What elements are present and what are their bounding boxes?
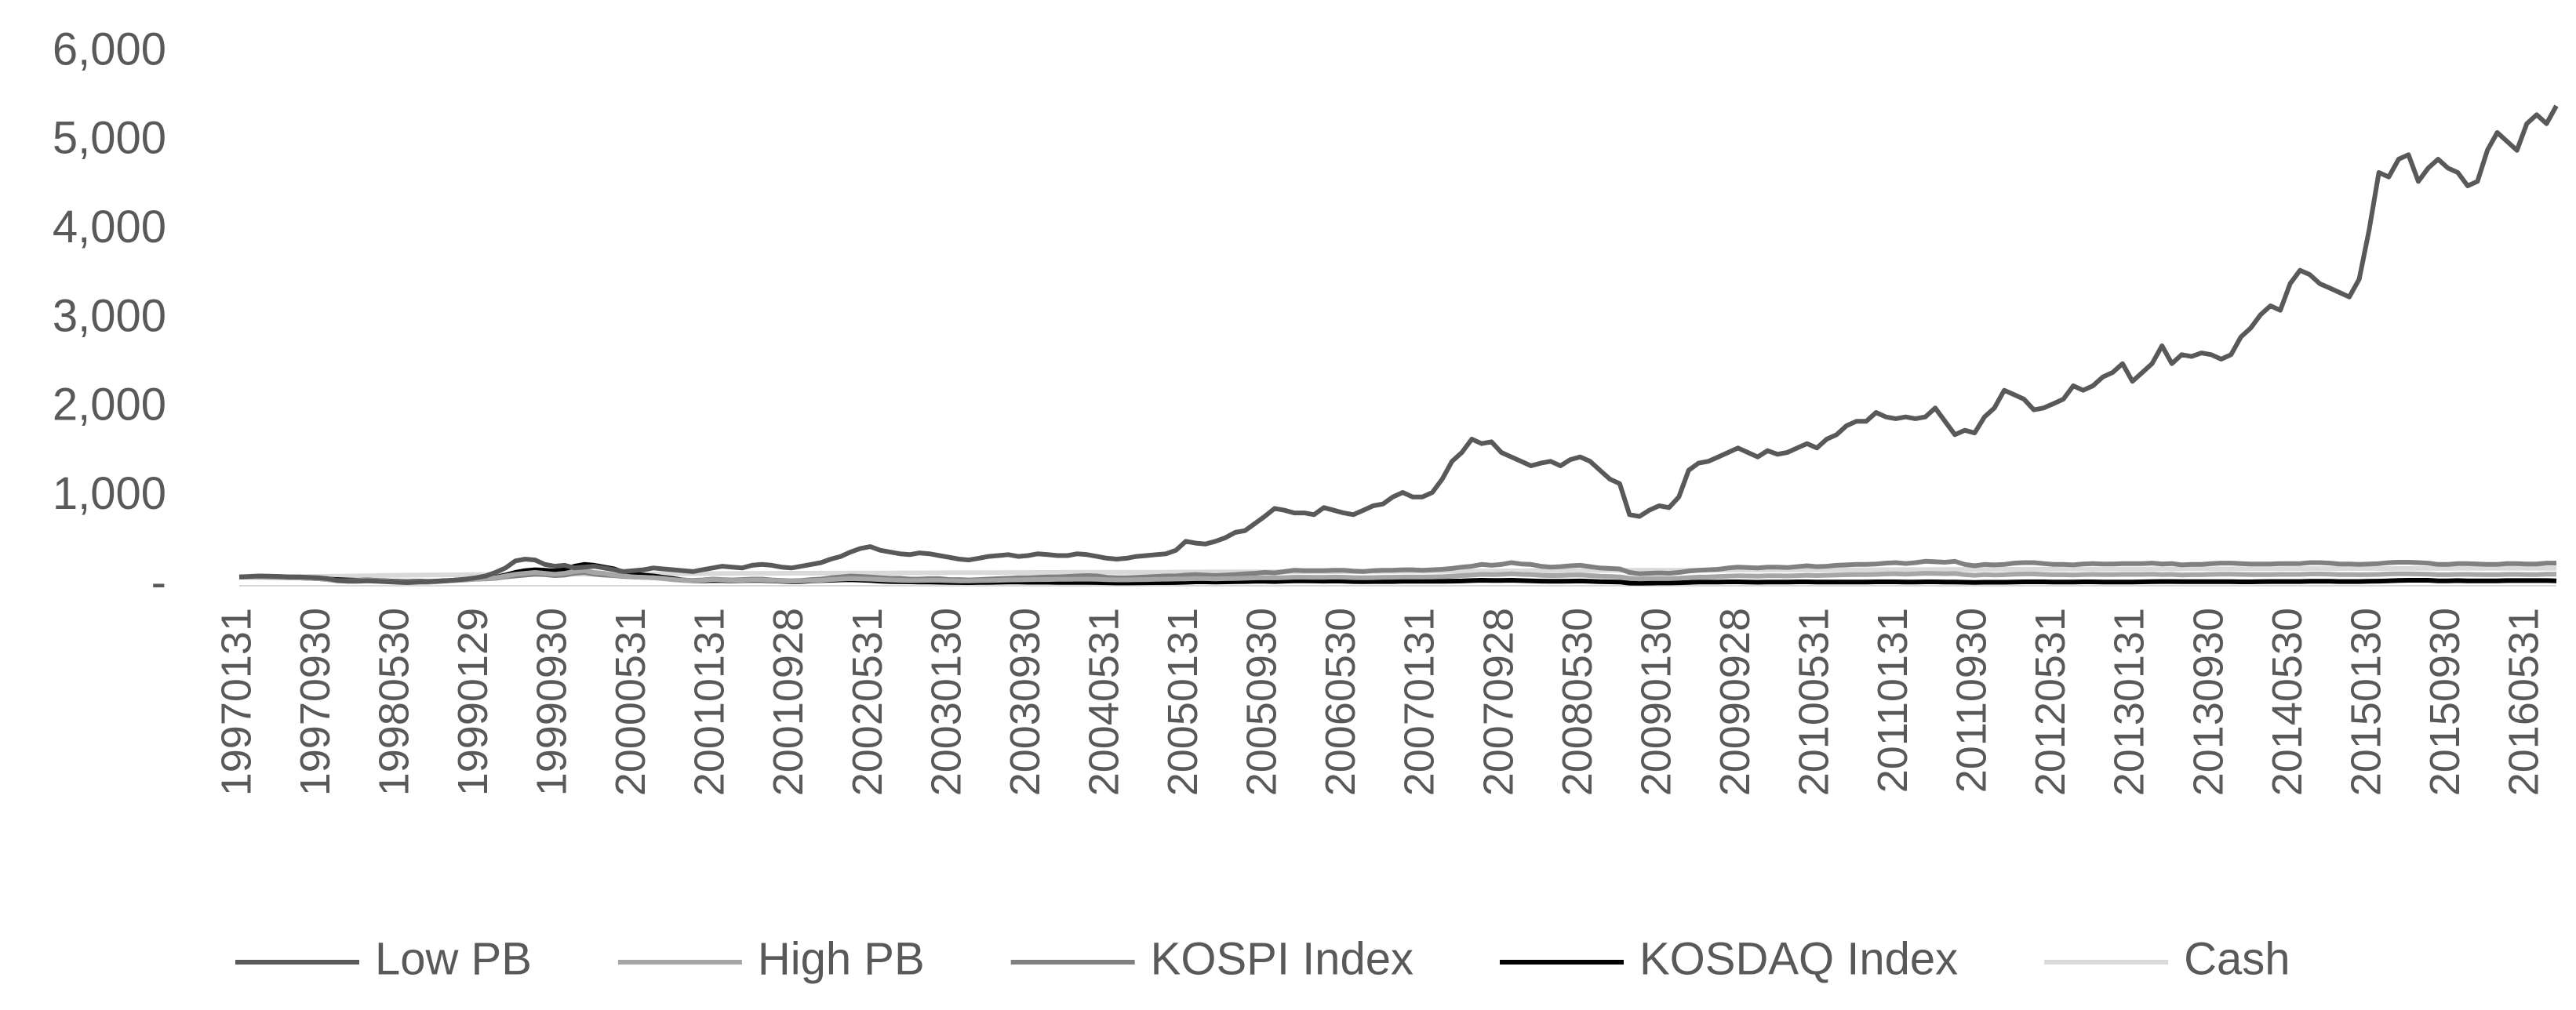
x-tick-label: 20080530	[1554, 608, 1601, 796]
x-tick-label: 19980530	[370, 608, 417, 796]
x-tick-label: 20050930	[1239, 608, 1286, 796]
series-line	[238, 104, 2559, 585]
x-tick-label: 20120531	[2027, 608, 2074, 796]
legend-label: Low PB	[375, 933, 532, 984]
x-tick-label: 19990930	[529, 608, 576, 796]
y-tick-label: 6,000	[53, 24, 166, 74]
x-tick-label: 20140530	[2264, 608, 2311, 796]
legend-label: KOSPI Index	[1151, 933, 1414, 984]
x-tick-label: 20010131	[686, 608, 733, 796]
legend-label: High PB	[758, 933, 925, 984]
x-tick-label: 20050131	[1159, 608, 1206, 796]
y-tick-label: 3,000	[53, 290, 166, 341]
y-tick-label: -	[151, 557, 166, 608]
x-tick-label: 20070928	[1475, 608, 1522, 796]
x-tick-label: 20040531	[1080, 608, 1127, 796]
y-tick-label: 2,000	[53, 380, 166, 431]
x-tick-label: 20160531	[2501, 608, 2548, 796]
x-tick-label: 19970131	[213, 608, 260, 796]
x-tick-label: 20090928	[1712, 608, 1759, 796]
x-tick-label: 20030130	[922, 608, 970, 796]
x-tick-label: 20110930	[1948, 608, 1996, 793]
x-tick-label: 20150130	[2342, 608, 2389, 796]
y-tick-label: 1,000	[53, 468, 166, 519]
x-tick-label: 19990129	[449, 608, 497, 796]
x-tick-label: 20090130	[1632, 608, 1679, 796]
series-line	[238, 568, 2556, 585]
x-tick-label: 20070131	[1396, 608, 1443, 796]
x-tick-label: 20020531	[844, 608, 891, 796]
legend-label: Cash	[2184, 933, 2290, 984]
y-tick-label: 5,000	[53, 113, 166, 164]
legend-label: KOSDAQ Index	[1639, 933, 1958, 984]
x-tick-label: 20150930	[2421, 608, 2469, 796]
x-tick-label: 20060530	[1317, 608, 1364, 796]
x-tick-label: 20130930	[2185, 608, 2232, 796]
x-tick-label: 20010928	[765, 608, 812, 796]
x-tick-label: 20030930	[1002, 608, 1049, 796]
y-tick-label: 4,000	[53, 202, 166, 252]
x-tick-label: 20110131	[1869, 608, 1916, 793]
x-tick-label: 20100531	[1790, 608, 1837, 796]
x-tick-label: 20000531	[607, 608, 654, 796]
x-tick-label: 19970930	[292, 608, 339, 796]
x-tick-label: 20130131	[2106, 608, 2153, 796]
